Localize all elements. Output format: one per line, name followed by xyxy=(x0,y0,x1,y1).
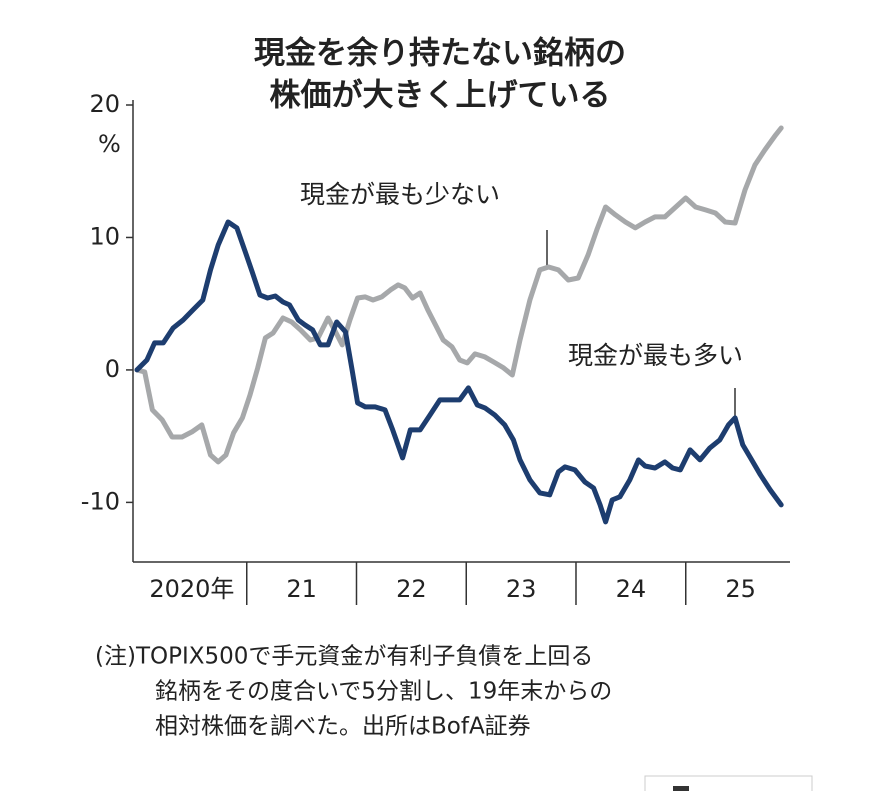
chart-title: 現金を余り持たない銘柄の xyxy=(254,36,626,72)
series-line xyxy=(134,219,784,525)
series-label: 現金が最も少ない xyxy=(300,180,500,209)
note: 相対株価を調べた。出所はBofA証券 xyxy=(155,714,531,740)
x-tick-label: 23 xyxy=(506,575,537,603)
y-tick-label: -10 xyxy=(81,487,120,515)
y-tick-label: 20 xyxy=(89,90,120,118)
x-tick-label: 25 xyxy=(725,575,756,603)
x-tick-label: 24 xyxy=(616,575,647,603)
icon xyxy=(673,786,689,791)
x-tick-label: 2020年 xyxy=(149,575,234,603)
note: (注)TOPIX500で手元資金が有利子負債を上回る xyxy=(95,644,593,670)
x-tick-label: 22 xyxy=(396,575,427,603)
y-tick-label: 10 xyxy=(89,222,120,250)
x-tick-label: 21 xyxy=(286,575,317,603)
series-label: 現金が最も多い xyxy=(568,341,743,370)
y-unit: % xyxy=(98,130,121,158)
series-line xyxy=(134,125,784,465)
chart-title: 株価が大きく上げている xyxy=(270,78,611,114)
note: 銘柄をその度合いで5分割し、19年末からの xyxy=(155,679,612,705)
button[interactable] xyxy=(644,775,813,791)
y-tick-label: 0 xyxy=(105,355,120,383)
